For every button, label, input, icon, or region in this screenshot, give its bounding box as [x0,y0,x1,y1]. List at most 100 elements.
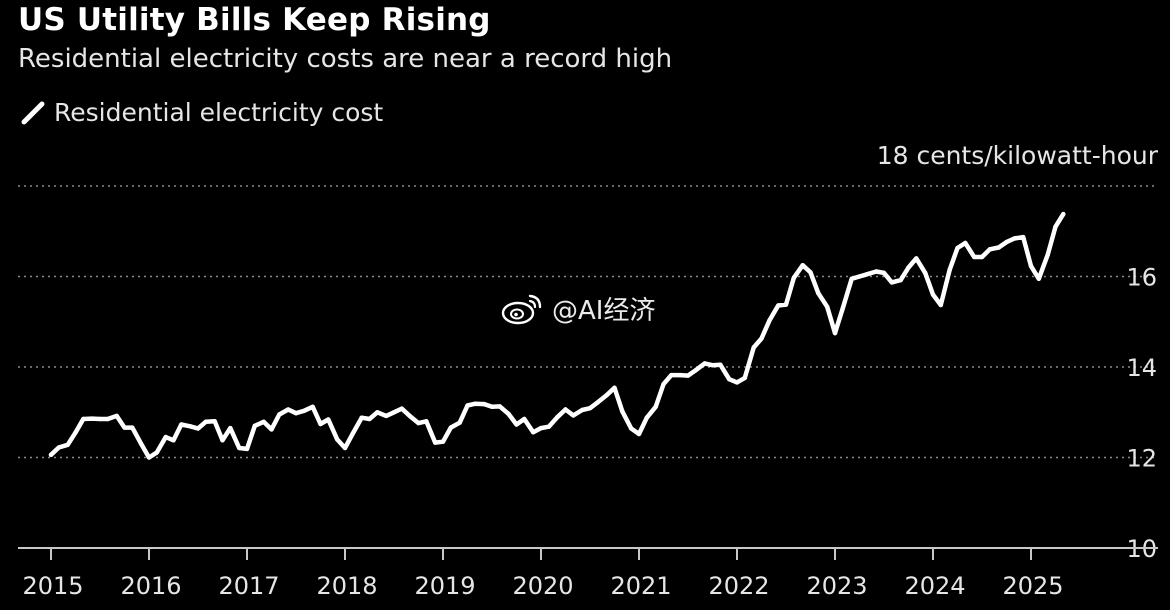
data-point [595,400,600,405]
x-tick-label-2015: 2015 [22,572,83,600]
data-point [73,430,78,435]
legend-line-icon [21,101,45,124]
data-point [702,361,707,366]
data-point [146,455,152,460]
x-tick-label-2016: 2016 [120,572,181,600]
data-point [391,410,397,415]
data-point [489,404,495,409]
x-tick-label-2023: 2023 [806,572,867,600]
data-point [522,416,527,422]
data-point [612,385,617,390]
data-point [130,425,135,430]
data-point [482,401,487,407]
data-point [678,372,683,378]
data-point [228,425,233,431]
data-point [930,292,936,297]
x-tick-label-2021: 2021 [610,572,671,600]
data-point [563,407,568,412]
data-point [571,413,576,418]
data-point [644,415,649,420]
weibo-logo-icon [501,294,542,324]
data-point [938,302,943,308]
data-point [286,407,291,412]
data-point [727,377,732,382]
data-point [874,269,879,274]
data-point [742,375,747,381]
data-point [48,452,54,457]
data-point [783,302,789,307]
data-point [65,442,70,447]
data-point [97,416,103,422]
x-tick-label-2022: 2022 [708,572,769,600]
data-point [252,423,257,428]
gridlines [18,185,1158,459]
data-point [448,425,453,430]
data-point [587,406,593,411]
data-point [384,413,389,419]
data-point [776,303,781,308]
data-point [865,272,870,277]
data-point [139,441,144,447]
data-point [154,450,159,455]
data-point [237,445,242,451]
data-point [987,247,992,252]
data-point [163,434,168,440]
data-point [408,414,413,419]
data-point [105,416,111,422]
data-point [1053,224,1058,229]
data-point [685,373,691,378]
data-point [433,440,438,445]
watermark-text: @AI经济 [552,296,656,326]
data-point [604,392,609,398]
data-point [816,291,821,296]
data-point [546,424,551,429]
data-point [269,427,274,432]
data-point [1028,263,1034,269]
data-point [1021,234,1026,240]
data-point [963,240,968,246]
data-point [122,425,127,430]
data-point [506,411,511,417]
data-point [367,416,372,422]
data-point [832,330,838,336]
data-point [261,419,266,424]
data-point [580,407,585,413]
data-point [56,445,61,450]
data-point [465,403,470,408]
data-point [497,404,502,409]
x-axis: 2015 2016 2017 2018 2019 2020 2021 2022 2023 2024… [18,547,1158,600]
data-point [923,270,928,276]
data-point [335,437,340,442]
chart-title: US Utility Bills Keep Rising [18,2,491,38]
data-point [693,368,698,373]
data-point [751,345,756,350]
x-tick-label-2020: 2020 [512,572,573,600]
data-point [800,263,805,268]
data-point [1012,236,1017,241]
data-point [996,245,1001,250]
data-point [620,409,625,414]
data-point [669,372,674,378]
data-point [629,426,634,431]
data-point [636,431,642,437]
data-point [840,306,845,311]
data-point [114,413,119,419]
chart-legend: Residential electricity cost [20,98,383,127]
data-point [301,408,306,414]
data-point [514,422,519,427]
data-point [849,276,854,281]
data-point [718,362,723,367]
y-tick-label-14: 14 [1126,354,1157,382]
data-point [326,417,331,422]
data-point [972,254,977,260]
data-point [440,439,446,444]
x-tick-label-2018: 2018 [316,572,377,600]
series-layer [48,211,1066,460]
data-point [90,416,95,421]
data-point [318,421,323,427]
data-point [759,336,764,341]
data-point [898,277,903,283]
x-tick-label-2019: 2019 [414,572,475,600]
data-point [979,254,985,260]
data-point [734,380,740,385]
